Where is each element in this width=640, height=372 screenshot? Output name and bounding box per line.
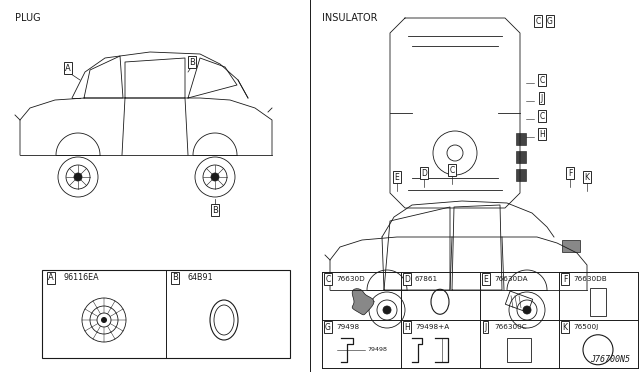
- Text: K: K: [584, 173, 589, 182]
- Text: A: A: [48, 273, 54, 282]
- Text: D: D: [404, 275, 410, 283]
- Bar: [516, 133, 526, 145]
- Text: J: J: [485, 323, 487, 331]
- Circle shape: [101, 317, 107, 323]
- Bar: [516, 151, 526, 163]
- Text: G: G: [325, 323, 331, 331]
- Text: 76630DB: 76630DB: [573, 276, 607, 282]
- Text: A: A: [65, 64, 71, 73]
- Text: 766300C: 766300C: [494, 324, 527, 330]
- Bar: [506, 291, 532, 312]
- Text: H: H: [404, 323, 410, 331]
- Text: H: H: [539, 129, 545, 138]
- Text: B: B: [189, 58, 195, 67]
- Text: 76500J: 76500J: [573, 324, 598, 330]
- Text: B: B: [212, 205, 218, 215]
- Text: 67861: 67861: [415, 276, 438, 282]
- Circle shape: [211, 173, 219, 181]
- Circle shape: [523, 306, 531, 314]
- Text: 76630D: 76630D: [336, 276, 365, 282]
- Bar: [590, 288, 606, 316]
- Text: D: D: [421, 169, 427, 177]
- Text: 79498: 79498: [336, 324, 359, 330]
- Polygon shape: [352, 289, 374, 315]
- Text: 76630DA: 76630DA: [494, 276, 527, 282]
- Text: F: F: [568, 169, 572, 177]
- Text: C: C: [325, 275, 331, 283]
- Text: F: F: [563, 275, 567, 283]
- Text: 64B91: 64B91: [187, 273, 212, 282]
- Bar: [516, 169, 526, 181]
- Bar: [562, 240, 580, 252]
- Text: C: C: [540, 76, 545, 84]
- Text: C: C: [540, 112, 545, 121]
- Text: 96116EA: 96116EA: [63, 273, 99, 282]
- Text: C: C: [536, 16, 541, 26]
- Circle shape: [74, 173, 82, 181]
- Circle shape: [383, 306, 391, 314]
- Bar: [42, 270, 290, 358]
- Text: K: K: [563, 323, 568, 331]
- Text: E: E: [395, 173, 399, 182]
- Text: PLUG: PLUG: [15, 13, 40, 23]
- Text: INSULATOR: INSULATOR: [322, 13, 378, 23]
- Text: 79498+A: 79498+A: [415, 324, 449, 330]
- Text: B: B: [172, 273, 178, 282]
- Text: C: C: [449, 166, 454, 174]
- Text: E: E: [484, 275, 488, 283]
- Bar: [507, 338, 531, 362]
- Text: G: G: [547, 16, 553, 26]
- Text: J76700N5: J76700N5: [590, 355, 630, 364]
- Text: J: J: [541, 93, 543, 103]
- Text: 79498: 79498: [367, 347, 387, 352]
